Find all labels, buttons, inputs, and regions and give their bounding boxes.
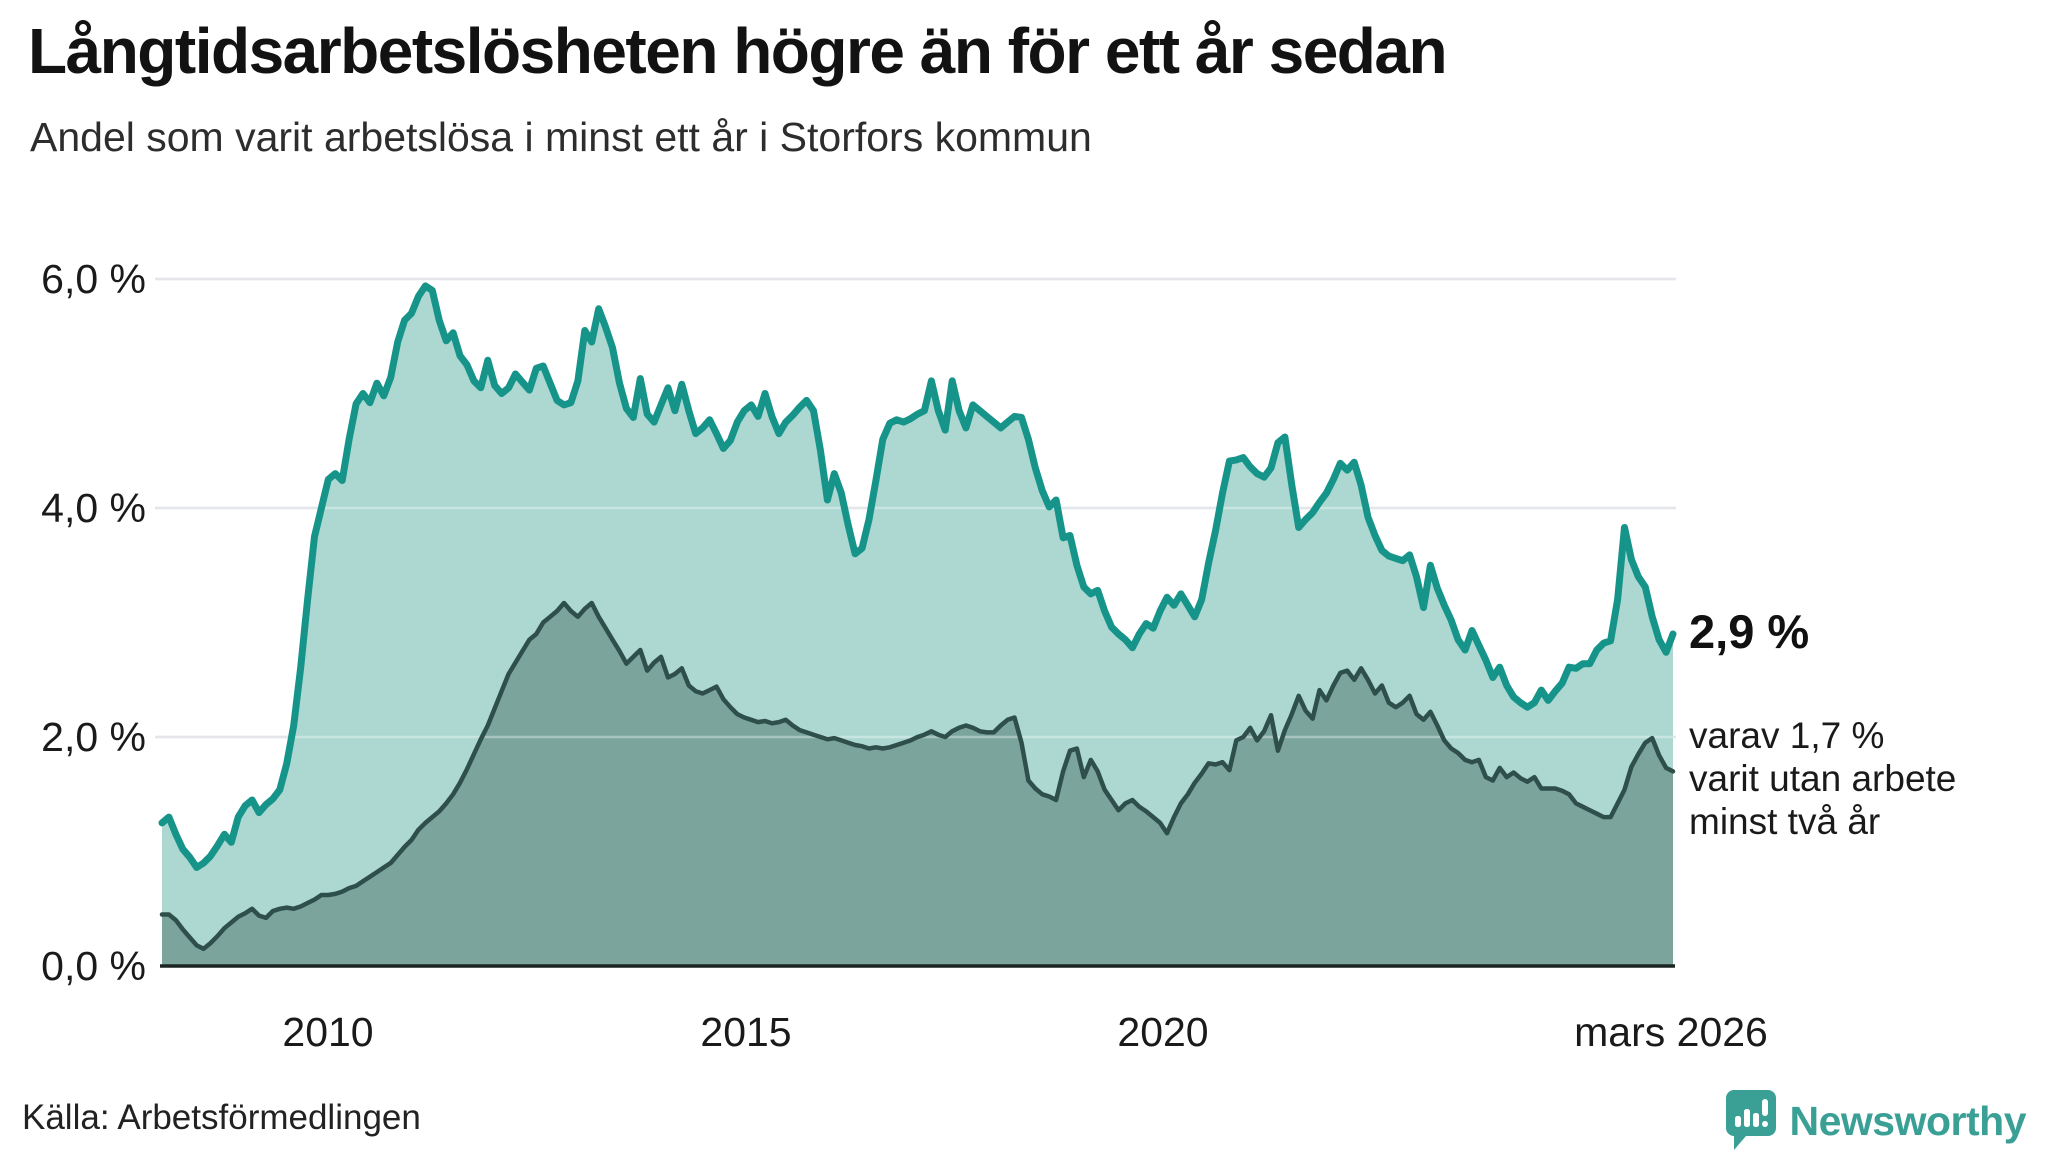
note-line-1: varav 1,7 % [1689, 715, 1885, 756]
brand-name: Newsworthy [1789, 1097, 2027, 1144]
secondary-series-note: varav 1,7 % varit utan arbete minst två … [1689, 714, 1956, 843]
x-tick-2020: 2020 [1117, 1009, 1209, 1055]
line-one-year [158, 282, 1677, 871]
note-line-3: minst två år [1689, 801, 1881, 842]
note-line-2: varit utan arbete [1689, 758, 1957, 799]
newsworthy-bubble-icon [1725, 1090, 1776, 1150]
chart-subtitle: Andel som varit arbetslösa i minst ett å… [30, 114, 1092, 160]
x-tick-2015: 2015 [700, 1009, 792, 1055]
area-fill-two-years [162, 603, 1673, 966]
x-tick-2010: 2010 [282, 1009, 374, 1055]
y-tick-4: 4,0 % [41, 485, 146, 531]
y-tick-0: 0,0 % [41, 943, 146, 989]
x-tick-mars-2026: mars 2026 [1574, 1009, 1768, 1055]
page-title: Långtidsarbetslösheten högre än för ett … [28, 15, 1448, 87]
y-tick-2: 2,0 % [41, 714, 146, 760]
line-two-years [159, 600, 1676, 952]
y-tick-6: 6,0 % [41, 256, 146, 302]
brand-logo: Newsworthy [1725, 1090, 2027, 1152]
source-caption: Källa: Arbetsförmedlingen [22, 1098, 421, 1137]
latest-value-label: 2,9 % [1689, 604, 1810, 658]
